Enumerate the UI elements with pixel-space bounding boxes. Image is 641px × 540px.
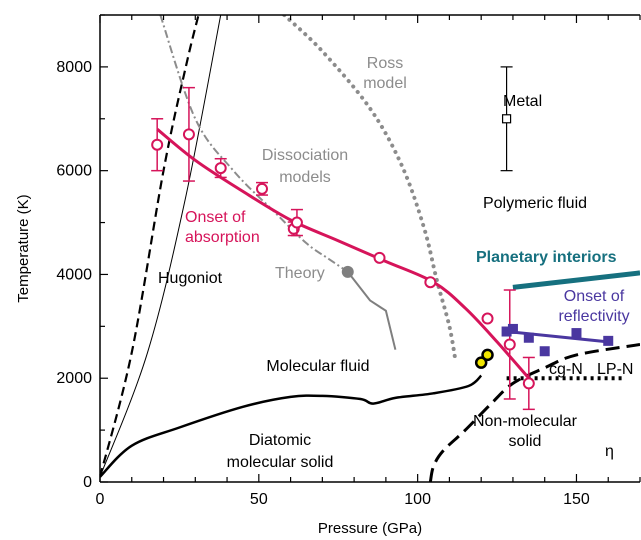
absorption-point bbox=[151, 138, 164, 151]
molecular-fluid-label: Molecular fluid bbox=[266, 358, 369, 375]
lp-n-label: LP-N bbox=[597, 361, 633, 378]
absorption-point bbox=[256, 182, 268, 195]
non-molecular-boundary-line bbox=[428, 343, 640, 482]
hugoniot-solid-line bbox=[100, 15, 222, 477]
y-tick-label: 0 bbox=[83, 474, 92, 491]
planetary-interiors-label: Planetary interiors bbox=[476, 249, 617, 266]
absorption-point bbox=[503, 338, 516, 351]
cg-n-label: cg-N bbox=[549, 361, 583, 378]
reflectivity-point bbox=[507, 323, 518, 334]
onset-reflectivity-fit-line bbox=[506, 330, 609, 344]
reflectivity-point bbox=[571, 328, 582, 339]
cg-n-point bbox=[474, 356, 488, 369]
reflectivity-point bbox=[539, 346, 550, 357]
absorption-point bbox=[522, 377, 535, 390]
y-tick-label: 6000 bbox=[56, 163, 92, 180]
x-tick-label: 150 bbox=[563, 491, 590, 508]
absorption-point bbox=[424, 276, 437, 289]
x-tick-label: 0 bbox=[96, 491, 105, 508]
metal-point bbox=[501, 114, 512, 124]
y-tick-label: 2000 bbox=[56, 370, 92, 387]
hugoniot-dashed-line bbox=[100, 15, 200, 478]
reflectivity-point bbox=[603, 335, 614, 346]
onset-reflectivity-label: Onset of reflectivity bbox=[558, 288, 629, 325]
onset-absorption-label: Onset of absorption bbox=[185, 209, 260, 246]
absorption-point bbox=[373, 251, 386, 264]
ross-model-line bbox=[282, 15, 458, 365]
melting-curve-line bbox=[100, 374, 483, 478]
cg-n-point bbox=[481, 348, 494, 362]
ross-model-label: Ross model bbox=[363, 55, 407, 92]
hugoniot-label: Hugoniot bbox=[158, 270, 223, 287]
eta-label: η bbox=[605, 443, 614, 460]
absorption-point bbox=[214, 162, 227, 175]
y-axis-label: Temperature (K) bbox=[15, 194, 32, 302]
absorption-point bbox=[182, 128, 195, 141]
absorption-point bbox=[481, 312, 494, 325]
dissociation-models-label: Dissociation models bbox=[262, 147, 348, 186]
diatomic-molecular-solid-label: Diatomic molecular solid bbox=[227, 432, 334, 471]
non-molecular-solid-label: Non-molecular solid bbox=[473, 413, 578, 450]
polymeric-fluid-label: Polymeric fluid bbox=[483, 195, 587, 212]
theory-point bbox=[341, 265, 354, 278]
planetary-interiors-line bbox=[512, 270, 640, 290]
reflectivity-point bbox=[501, 326, 512, 337]
x-tick-label: 50 bbox=[250, 491, 268, 508]
absorption-point bbox=[290, 216, 303, 229]
y-tick-label: 8000 bbox=[56, 59, 92, 76]
theory-line bbox=[347, 271, 397, 350]
reflectivity-point bbox=[523, 332, 534, 343]
y-tick-label: 4000 bbox=[56, 266, 92, 283]
theory-label: Theory bbox=[275, 265, 325, 282]
x-tick-label: 100 bbox=[404, 491, 431, 508]
onset-absorption-fit-line bbox=[156, 127, 530, 380]
x-axis-label: Pressure (GPa) bbox=[318, 520, 422, 537]
metal-label: Metal bbox=[503, 93, 542, 110]
